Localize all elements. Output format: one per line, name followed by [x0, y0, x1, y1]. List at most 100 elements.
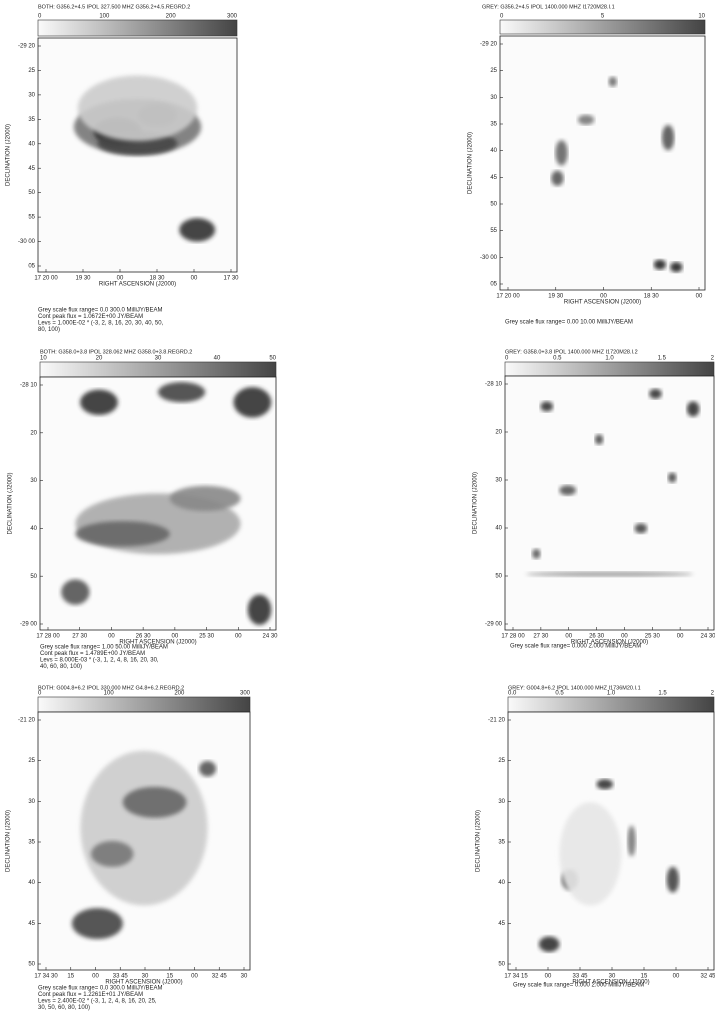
emission — [670, 262, 682, 272]
y-tick-label: -28 10 — [485, 382, 503, 388]
emission — [668, 473, 676, 483]
y-tick-label: -30 00 — [480, 255, 498, 261]
emission — [532, 549, 540, 559]
colorbar-tick-label: 5 — [601, 14, 605, 20]
y-tick-label: 50 — [495, 574, 502, 580]
colorbar-tick-label: 0 — [38, 14, 42, 20]
y-axis-label: DECLINATION (J2000) — [8, 473, 14, 535]
colorbar-tick-label: 0.5 — [555, 691, 564, 697]
colorbar-tick-label: 0 — [505, 356, 509, 362]
colorbar-tick-label: 1.0 — [607, 691, 616, 697]
emission — [551, 171, 563, 186]
colorbar-tick-label: 0 — [500, 14, 504, 20]
y-tick-label: -21 20 — [18, 718, 36, 724]
panel: BOTH: G358.0+3.8 IPOL 328.062 MHZ G358.0… — [8, 349, 279, 670]
y-tick-label: 45 — [28, 921, 35, 927]
colorbar-tick-label: 20 — [96, 356, 103, 362]
emission — [78, 75, 197, 141]
y-tick-label: -29 00 — [20, 622, 38, 628]
emission — [654, 260, 666, 270]
emission — [541, 401, 554, 411]
y-tick-label: 30 — [28, 799, 35, 805]
emission — [61, 579, 89, 604]
emission — [627, 826, 635, 857]
x-tick-label: 00 — [545, 974, 552, 980]
emission — [595, 434, 603, 444]
caption-line: Cont peak flux = 1.2261E+01 JY/BEAM — [38, 992, 143, 998]
caption-line: Grey scale flux range= 0.0 300.0 MilliJY… — [38, 308, 163, 314]
emission — [199, 761, 216, 776]
y-tick-label: 40 — [495, 526, 502, 532]
panel: BOTH: G004.8+6.2 IPOL 330.000 MHZ G4.8+6… — [6, 685, 251, 1011]
panel-header: BOTH: G358.0+3.8 IPOL 328.062 MHZ G358.0… — [40, 349, 192, 355]
y-tick-label: -21 20 — [488, 718, 506, 724]
x-tick-label: 00 — [191, 974, 198, 980]
emission — [123, 787, 187, 818]
x-tick-label: 00 — [108, 634, 115, 640]
y-tick-label: 40 — [498, 880, 505, 886]
emission — [248, 595, 272, 625]
caption-line: 30, 50, 60, 80, 100) — [38, 1005, 90, 1011]
y-tick-label: 25 — [498, 758, 505, 764]
y-tick-label: 45 — [28, 166, 35, 172]
y-tick-label: 35 — [28, 117, 35, 123]
y-tick-label: 30 — [28, 92, 35, 98]
colorbar-tick-label: 300 — [240, 691, 251, 697]
y-tick-label: 50 — [490, 202, 497, 208]
y-tick-label: 55 — [490, 228, 497, 234]
x-tick-label: 24 30 — [262, 634, 278, 640]
emission — [158, 382, 205, 402]
caption-line: Grey scale flux range= 0.0 300.0 MilliJY… — [38, 986, 163, 992]
colorbar-tick-label: 40 — [214, 356, 221, 362]
figure: BOTH: G356.2+4.5 IPOL 327.500 MHZ G356.2… — [0, 0, 715, 1013]
x-tick-label: 18 30 — [644, 294, 660, 300]
emission — [72, 908, 123, 939]
x-tick-label: 17 28 00 — [36, 634, 60, 640]
panel-header: GREY: G358.0+3.8 IPOL 1400.000 MHZ I1720… — [505, 349, 638, 355]
emission — [687, 401, 700, 416]
y-tick-label: 40 — [28, 141, 35, 147]
y-tick-label: 40 — [28, 880, 35, 886]
image-frame — [505, 376, 714, 630]
y-tick-label: -30 00 — [18, 239, 36, 245]
y-tick-label: 40 — [30, 526, 37, 532]
x-tick-label: 30 — [241, 974, 248, 980]
y-tick-label: 45 — [498, 921, 505, 927]
emission — [578, 115, 594, 125]
y-tick-label: 05 — [28, 264, 35, 270]
y-tick-label: 25 — [490, 68, 497, 74]
emission — [555, 140, 567, 165]
y-tick-label: 25 — [28, 68, 35, 74]
y-tick-label: -29 20 — [480, 42, 498, 48]
caption-line: Levs = 8.000E-03 * (-3, 1, 2, 4, 8, 16, … — [40, 658, 159, 664]
y-tick-label: 30 — [30, 478, 37, 484]
emission — [539, 936, 560, 951]
x-axis-label: RIGHT ASCENSION (J2000) — [564, 300, 641, 306]
colorbar — [500, 20, 705, 34]
x-tick-label: 00 — [696, 294, 703, 300]
emission — [234, 387, 272, 417]
x-tick-label: 17 28 00 — [501, 634, 525, 640]
emission — [170, 486, 241, 511]
colorbar-tick-label: 1.5 — [658, 691, 667, 697]
x-tick-label: 27 30 — [533, 634, 549, 640]
x-tick-label: 19 30 — [75, 276, 91, 282]
colorbar-tick-label: 1.0 — [605, 356, 614, 362]
y-tick-label: 50 — [30, 574, 37, 580]
colorbar-tick-label: 30 — [155, 356, 162, 362]
x-tick-label: 19 30 — [548, 294, 564, 300]
x-tick-label: 00 — [92, 974, 99, 980]
x-tick-label: 15 — [67, 974, 74, 980]
panel: GREY: G358.0+3.8 IPOL 1400.000 MHZ I1720… — [473, 349, 715, 649]
x-tick-label: 17 30 — [223, 276, 239, 282]
y-tick-label: 30 — [490, 95, 497, 101]
panel-header: GREY: G356.2+4.5 IPOL 1400.000 MHZ I1720… — [482, 4, 615, 10]
y-axis-label: DECLINATION (J2000) — [468, 132, 474, 194]
y-tick-label: 20 — [30, 430, 37, 436]
colorbar-tick-label: 1.5 — [658, 356, 667, 362]
caption-line: Grey scale flux range= 1.00 50.00 MilliJ… — [40, 645, 168, 651]
caption-line: Grey scale flux range= 0.00 10.00 MilliJ… — [505, 320, 633, 326]
x-tick-label: 00 — [235, 634, 242, 640]
emission — [75, 521, 169, 546]
x-tick-label: 17 20 00 — [34, 276, 58, 282]
